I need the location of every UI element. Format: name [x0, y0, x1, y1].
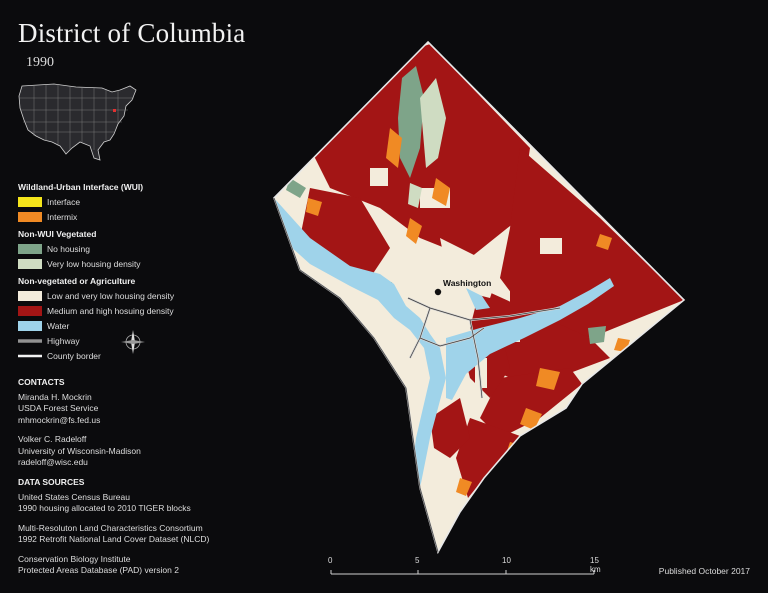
legend-item-highway: Highway: [18, 333, 258, 348]
legend-item-very-low-density: Very low housing density: [18, 256, 258, 271]
source-pad: Conservation Biology Institute Protected…: [18, 553, 179, 576]
contact-radeloff: Volker C. Radeloff University of Wiscons…: [18, 434, 141, 467]
legend-item-medium-high-density: Medium and high hosuing density: [18, 303, 258, 318]
us-locator-map: [18, 83, 137, 161]
source-census: United States Census Bureau 1990 housing…: [18, 491, 191, 514]
potomac-river: [274, 198, 446, 488]
legend-item-interface: Interface: [18, 194, 258, 209]
county-border-line-icon: [18, 354, 42, 357]
scale-tick-10: 10: [502, 556, 511, 565]
contacts-section: CONTACTS Miranda H. Mockrin USDA Forest …: [18, 377, 141, 477]
legend-item-county-border: County border: [18, 348, 258, 363]
legend: Wildland-Urban Interface (WUI) Interface…: [18, 180, 258, 363]
legend-heading-wui: Wildland-Urban Interface (WUI): [18, 182, 144, 192]
source-nlcd: Multi-Resoluton Land Characteristics Con…: [18, 522, 210, 545]
no-housing-areas: [398, 66, 424, 178]
scale-bar: 0 5 10 15 km: [326, 556, 606, 580]
scale-tick-0: 0: [328, 556, 333, 565]
washington-point: [434, 288, 442, 296]
legend-item-low-density: Low and very low housing density: [18, 288, 258, 303]
scale-tick-15: 15 km: [590, 556, 601, 574]
highway-line-icon: [18, 339, 42, 342]
contacts-heading: CONTACTS: [18, 377, 65, 387]
legend-heading-non-wui: Non-WUI Vegetated: [18, 229, 97, 239]
dc-location-marker: [113, 109, 116, 112]
legend-item-no-housing: No housing: [18, 241, 258, 256]
legend-item-water: Water: [18, 318, 258, 333]
dc-wui-map: Washington: [273, 40, 686, 555]
scale-tick-5: 5: [415, 556, 420, 565]
compass-rose-icon: [121, 330, 145, 354]
legend-heading-non-vegetated: Non-vegetated or Agriculture: [18, 276, 136, 286]
washington-label: Washington: [443, 278, 491, 288]
data-sources-heading: DATA SOURCES: [18, 477, 85, 487]
map-year: 1990: [26, 55, 54, 70]
anacostia-river: [446, 278, 614, 400]
published-date: Published October 2017: [658, 566, 750, 576]
data-sources-section: DATA SOURCES United States Census Bureau…: [18, 477, 209, 585]
map-title: District of Columbia: [18, 18, 246, 48]
contact-mockrin: Miranda H. Mockrin USDA Forest Service m…: [18, 391, 101, 425]
legend-item-intermix: Intermix: [18, 209, 258, 224]
scale-bar-line: [330, 570, 595, 575]
very-low-density-areas: [420, 78, 446, 168]
